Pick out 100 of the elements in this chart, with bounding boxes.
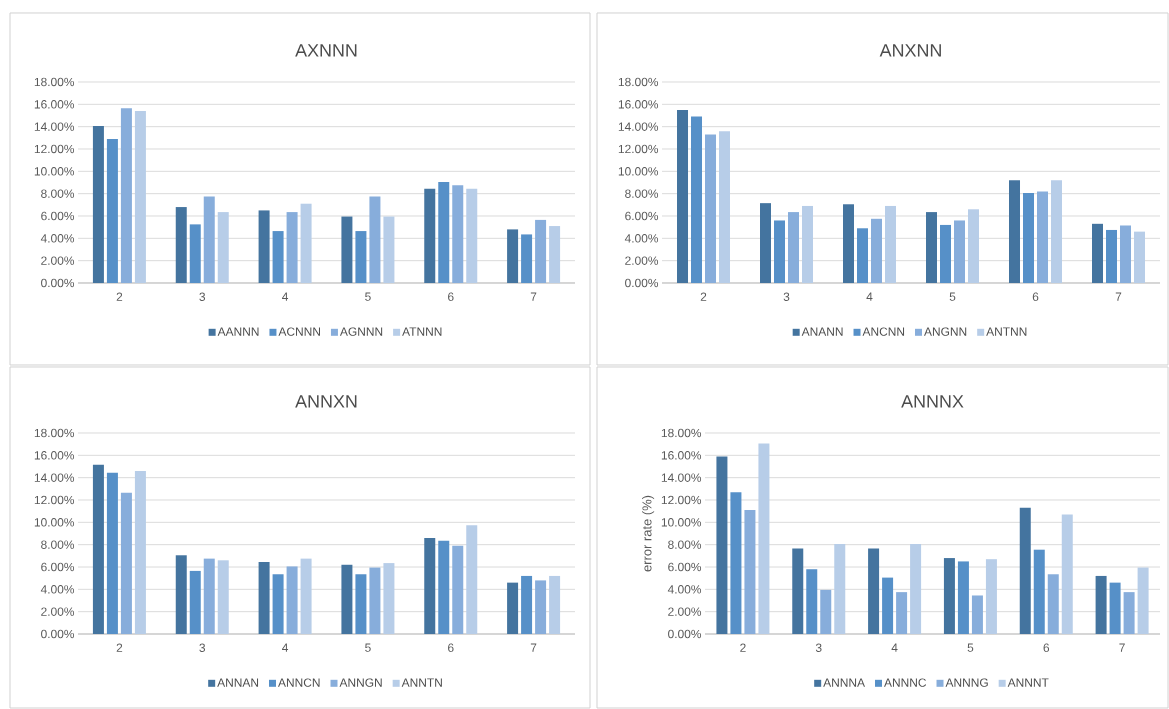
- y-tick-label: 14.00%: [618, 122, 659, 131]
- bar: [788, 212, 800, 283]
- legend-label: AGNNN: [339, 327, 383, 336]
- bar: [106, 472, 118, 634]
- y-tick-label: 14.00%: [661, 473, 702, 482]
- chart-title: ANXNN: [879, 44, 941, 57]
- bar: [820, 589, 832, 634]
- x-tick-label: 7: [530, 643, 537, 652]
- y-tick-label: 14.00%: [34, 122, 75, 131]
- y-tick-label: 2.00%: [625, 256, 659, 265]
- bar: [92, 126, 104, 283]
- x-tick-label: 5: [967, 643, 974, 652]
- bar: [1061, 514, 1073, 634]
- bar: [134, 111, 146, 283]
- x-tick-label: 7: [1115, 292, 1122, 301]
- x-tick-label: 5: [365, 643, 371, 652]
- bar: [120, 108, 132, 283]
- bar: [719, 131, 731, 283]
- y-tick-label: 2.00%: [668, 607, 702, 616]
- x-tick-label: 6: [1043, 643, 1050, 652]
- legend-label: ANNNG: [945, 678, 988, 687]
- y-tick-label: 18.00%: [34, 428, 75, 438]
- bar: [452, 545, 464, 634]
- x-tick-label: 4: [891, 643, 898, 652]
- y-tick-label: 4.00%: [624, 234, 659, 243]
- y-tick-label: 12.00%: [34, 144, 75, 154]
- bar: [355, 231, 367, 283]
- y-tick-label: 10.00%: [34, 167, 75, 176]
- bar: [730, 492, 742, 634]
- bar: [272, 574, 284, 634]
- bar: [507, 229, 519, 283]
- bar: [300, 558, 312, 634]
- bar: [705, 134, 717, 283]
- bar: [300, 203, 312, 283]
- legend-label: ANNGN: [339, 678, 382, 687]
- y-tick-label: 0.00%: [668, 629, 702, 639]
- y-tick-label: 8.00%: [41, 540, 75, 549]
- bar: [1047, 574, 1059, 634]
- bar: [758, 443, 770, 634]
- chart-title: AXNNN: [295, 44, 357, 57]
- x-tick-label: 2: [116, 643, 123, 652]
- legend-label: ANNNC: [884, 678, 927, 687]
- x-tick-label: 7: [1119, 643, 1125, 652]
- bar: [92, 464, 104, 634]
- bar: [1109, 582, 1121, 634]
- bar: [971, 595, 983, 634]
- bar: [466, 188, 478, 283]
- bar: [424, 537, 436, 634]
- y-axis-title: error rate (%): [642, 495, 655, 572]
- x-tick-label: 3: [199, 643, 206, 652]
- bar: [438, 181, 450, 283]
- x-tick-label: 5: [949, 292, 956, 301]
- bar: [857, 228, 869, 283]
- bar: [272, 231, 284, 283]
- y-tick-label: 10.00%: [34, 518, 75, 527]
- x-tick-label: 6: [448, 292, 454, 301]
- bar: [954, 220, 966, 283]
- bar: [871, 218, 883, 283]
- chart-title: ANNNX: [901, 395, 964, 408]
- bar: [535, 219, 547, 283]
- legend-label: AANNN: [217, 327, 259, 336]
- x-tick-label: 3: [783, 292, 790, 301]
- bar: [134, 470, 146, 634]
- legend-label: ANNCN: [278, 678, 320, 687]
- y-tick-label: 6.00%: [668, 562, 702, 572]
- bar: [1019, 507, 1031, 634]
- bar: [466, 525, 478, 634]
- bar: [106, 138, 118, 283]
- bar: [1023, 193, 1035, 283]
- bar: [355, 574, 367, 634]
- bar: [189, 570, 201, 634]
- y-tick-label: 8.00%: [41, 189, 75, 198]
- bar: [806, 569, 818, 634]
- bar: [203, 196, 215, 283]
- x-tick-label: 3: [199, 292, 206, 301]
- bar: [957, 561, 969, 634]
- bar: [1051, 180, 1063, 283]
- bar: [1095, 575, 1107, 634]
- legend-label: ATNNN: [402, 327, 442, 336]
- bar: [341, 564, 353, 634]
- x-tick-label: 5: [365, 292, 371, 301]
- bar: [175, 555, 187, 634]
- bar: [896, 592, 908, 634]
- bar: [549, 226, 561, 283]
- bar: [677, 109, 689, 283]
- y-tick-label: 6.00%: [625, 211, 659, 221]
- y-tick-label: 12.00%: [618, 144, 659, 154]
- y-tick-label: 12.00%: [661, 495, 702, 505]
- bar: [882, 577, 894, 634]
- bar: [1092, 223, 1103, 283]
- legend-label: ANGNN: [924, 327, 967, 336]
- bar: [217, 212, 229, 283]
- y-tick-label: 6.00%: [41, 562, 75, 572]
- bar: [1033, 549, 1045, 634]
- bar: [1106, 229, 1117, 283]
- y-tick-label: 16.00%: [661, 451, 702, 460]
- y-tick-label: 4.00%: [40, 234, 75, 243]
- legend-label: ANNTN: [401, 678, 442, 687]
- bar: [369, 196, 381, 283]
- bar: [535, 580, 547, 634]
